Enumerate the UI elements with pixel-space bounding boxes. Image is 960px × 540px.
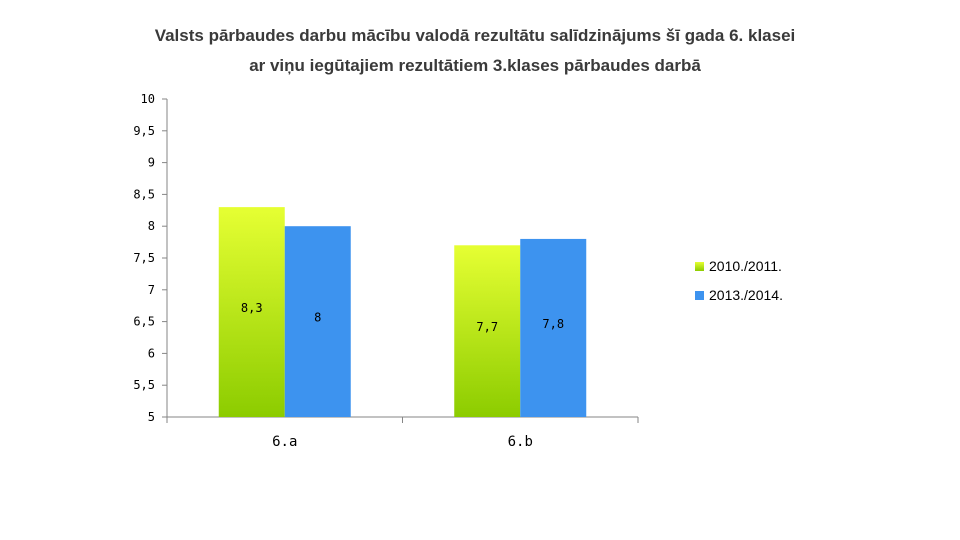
bar-6a-series-0 — [218, 207, 285, 417]
y-tick-label: 6,5 — [133, 315, 155, 329]
legend: 2010./2011. 2013./2014. — [695, 258, 783, 303]
y-tick-label: 7 — [148, 283, 155, 297]
bar-6b-series-0 — [454, 245, 521, 417]
chart-title-line-1: Valsts pārbaudes darbu mācību valodā rez… — [155, 26, 796, 45]
chart-title-line-2: ar viņu iegūtajiem rezultātiem 3.klases … — [249, 56, 701, 75]
data-label: 7,7 — [476, 320, 498, 334]
y-tick-label: 7,5 — [133, 251, 155, 265]
legend-swatch — [695, 291, 704, 300]
y-tick-label: 9,5 — [133, 124, 155, 138]
data-labels: 8,3 8 7,7 7,8 — [241, 301, 564, 334]
legend-label: 2013./2014. — [709, 287, 783, 303]
legend-label: 2010./2011. — [709, 258, 782, 274]
y-tick-label: 8,5 — [133, 187, 155, 201]
x-axis: 6.a 6.b — [166, 416, 639, 450]
y-tick-label: 6 — [148, 346, 155, 360]
bar-6a-series-1 — [284, 226, 351, 417]
y-tick-label: 5,5 — [133, 378, 155, 392]
x-category-label: 6.b — [508, 434, 533, 450]
y-tick-label: 8 — [148, 219, 155, 233]
legend-swatch — [695, 262, 704, 271]
bars — [218, 207, 587, 417]
data-label: 8 — [314, 311, 321, 325]
data-label: 7,8 — [542, 317, 564, 331]
y-tick-label: 5 — [148, 410, 155, 424]
data-label: 8,3 — [241, 301, 263, 315]
y-axis: 5 5,5 6 6,5 7 7,5 8 8,5 9 9,5 10 — [133, 92, 168, 424]
bar-6b-series-1 — [520, 238, 587, 417]
y-tick-label: 10 — [141, 92, 155, 106]
y-tick-label: 9 — [148, 156, 155, 170]
x-category-label: 6.a — [272, 434, 297, 450]
